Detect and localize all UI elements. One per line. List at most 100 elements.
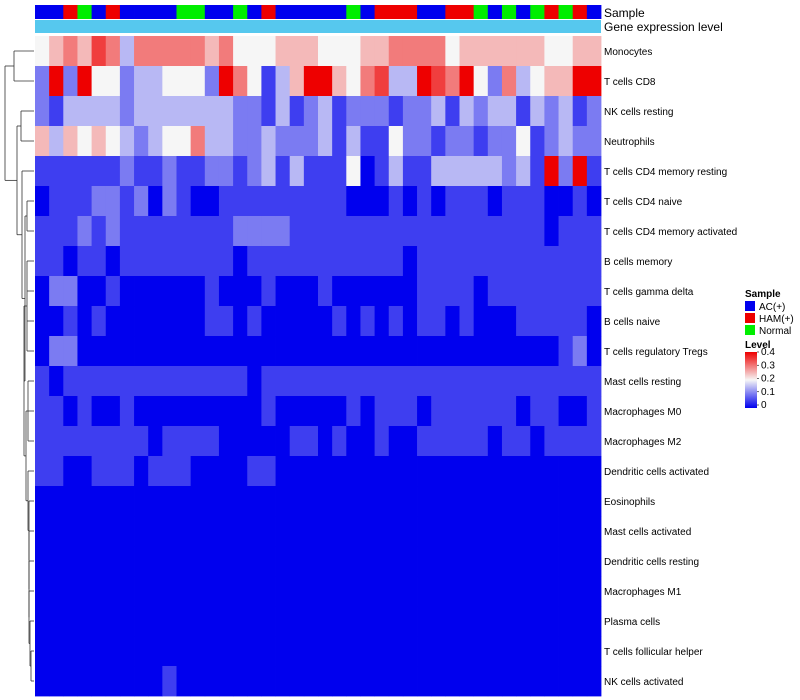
heatmap-cell	[388, 606, 404, 637]
heatmap-cell	[558, 36, 574, 67]
heatmap-cell	[190, 666, 206, 697]
heatmap-cell	[63, 336, 78, 367]
heatmap-cell	[119, 456, 135, 487]
heatmap-cell	[417, 276, 432, 307]
heatmap-cell	[473, 276, 489, 307]
heatmap-cell	[544, 186, 559, 217]
heatmap-cell	[530, 276, 545, 307]
row-label: T cells gamma delta	[604, 287, 694, 298]
heatmap-cell	[77, 186, 92, 217]
heatmap-cell	[487, 636, 503, 667]
heatmap-cell	[374, 216, 390, 247]
sample-annotation-cell	[360, 5, 375, 19]
heatmap-cell	[445, 336, 460, 367]
heatmap-cell	[388, 666, 404, 697]
heatmap-cell	[374, 486, 390, 517]
heatmap-cell	[360, 456, 375, 487]
sample-annotation-cell	[49, 5, 64, 19]
heatmap-cell	[233, 546, 248, 577]
heatmap-cell	[402, 546, 418, 577]
heatmap-cell	[346, 216, 361, 247]
heatmap-cell	[162, 96, 177, 127]
heatmap-cell	[431, 66, 446, 97]
heatmap-cell	[318, 66, 333, 97]
heatmap-cell	[530, 456, 545, 487]
row-label: Eosinophils	[604, 497, 655, 508]
heatmap-cell	[346, 156, 361, 187]
heatmap-cell	[35, 486, 50, 517]
heatmap-cell	[162, 156, 177, 187]
heatmap-cell	[162, 456, 177, 487]
heatmap-cell	[445, 546, 460, 577]
heatmap-cell	[303, 636, 319, 667]
row-dendrogram	[4, 50, 34, 682]
heatmap-cell	[473, 606, 489, 637]
heatmap-cell	[233, 426, 248, 457]
legend-swatch-normal	[745, 325, 755, 335]
heatmap-cell	[275, 366, 291, 397]
heatmap-cell	[374, 576, 390, 607]
heatmap-cell	[318, 336, 333, 367]
heatmap-cell	[204, 186, 220, 217]
heatmap-cell	[303, 186, 319, 217]
heatmap-cell	[558, 396, 574, 427]
heatmap-cell	[218, 336, 234, 367]
heatmap-cell	[119, 306, 135, 337]
heatmap-cell	[275, 96, 291, 127]
heatmap-cell	[176, 186, 192, 217]
heatmap-cell	[360, 306, 375, 337]
heatmap-cell	[459, 156, 475, 187]
heatmap-cell	[119, 366, 135, 397]
heatmap-cell	[544, 576, 559, 607]
heatmap-cell	[572, 426, 588, 457]
heatmap-cell	[303, 456, 319, 487]
heatmap-cell	[501, 456, 517, 487]
heatmap-cell	[402, 606, 418, 637]
heatmap-cell	[558, 276, 574, 307]
heatmap-cell	[586, 456, 602, 487]
heatmap-cell	[49, 246, 64, 277]
heatmap-cell	[586, 366, 602, 397]
heatmap-cell	[162, 396, 177, 427]
heatmap-cell	[402, 36, 418, 67]
heatmap-cell	[218, 636, 234, 667]
heatmap-cell	[233, 636, 248, 667]
heatmap-cell	[374, 426, 390, 457]
heatmap-cell	[77, 36, 92, 67]
heatmap-cell	[148, 216, 163, 247]
sample-annotation-cell	[530, 5, 545, 19]
heatmap-cell	[247, 396, 262, 427]
heatmap-cell	[501, 306, 517, 337]
heatmap-cell	[516, 66, 531, 97]
sample-annotation-cell	[501, 5, 517, 19]
heatmap-cell	[303, 156, 319, 187]
heatmap-cell	[289, 336, 305, 367]
heatmap-cell	[473, 486, 489, 517]
heatmap-cell	[218, 426, 234, 457]
heatmap-cell	[190, 246, 206, 277]
heatmap-cell	[49, 96, 64, 127]
heatmap-cell	[572, 546, 588, 577]
heatmap-cell	[530, 486, 545, 517]
heatmap-cell	[134, 126, 149, 157]
heatmap-cell	[247, 516, 262, 547]
heatmap-cell	[162, 66, 177, 97]
heatmap-cell	[233, 516, 248, 547]
heatmap-cell	[148, 186, 163, 217]
heatmap-cell	[49, 456, 64, 487]
heatmap-cell	[586, 216, 602, 247]
heatmap-cell	[176, 36, 192, 67]
heatmap-cell	[487, 546, 503, 577]
heatmap-cell	[530, 606, 545, 637]
sample-annotation-cell	[558, 5, 574, 19]
heatmap-cell	[445, 456, 460, 487]
heatmap-cell	[91, 216, 107, 247]
heatmap-cell	[35, 66, 50, 97]
heatmap-cell	[501, 636, 517, 667]
heatmap-cell	[332, 276, 347, 307]
heatmap-cell	[134, 156, 149, 187]
heatmap-cell	[35, 576, 50, 607]
heatmap-cell	[487, 186, 503, 217]
heatmap-cell	[134, 666, 149, 697]
heatmap-cell	[374, 456, 390, 487]
